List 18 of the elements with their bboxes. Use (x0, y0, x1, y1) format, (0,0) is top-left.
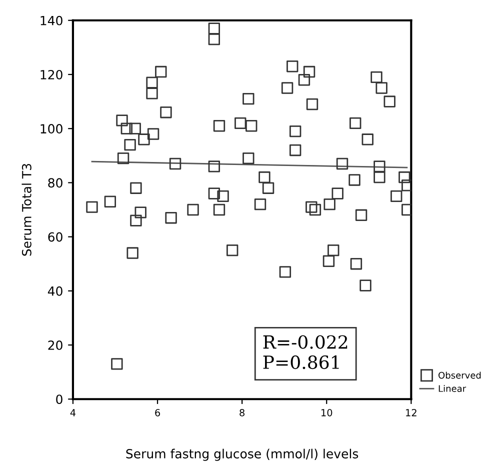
y-tick-label: 140 (40, 16, 62, 26)
x-axis-title: Serum fastng glucose (mmol/l) levels (126, 448, 358, 461)
x-tick-label: 8 (240, 409, 244, 416)
annotation: R=-0.022 P=0.861 (263, 335, 348, 370)
x-tick-label: 4 (70, 409, 76, 416)
y-tick-label: 0 (56, 394, 62, 404)
y-tick-label: 120 (40, 70, 62, 80)
x-tick-label: 6 (155, 409, 160, 416)
x-tick-label: 12 (406, 409, 416, 416)
y-tick-label: 60 (48, 232, 62, 242)
y-tick-label: 20 (48, 340, 62, 350)
y-axis-title: Serum Total T3 (22, 164, 32, 256)
x-tick-label: 10 (321, 409, 332, 416)
y-tick-label: 80 (48, 178, 62, 188)
legend-label: Linear (438, 384, 466, 392)
legend-label: Observed (438, 372, 481, 379)
y-tick-label: 100 (40, 124, 62, 134)
y-tick-label: 40 (48, 286, 62, 296)
